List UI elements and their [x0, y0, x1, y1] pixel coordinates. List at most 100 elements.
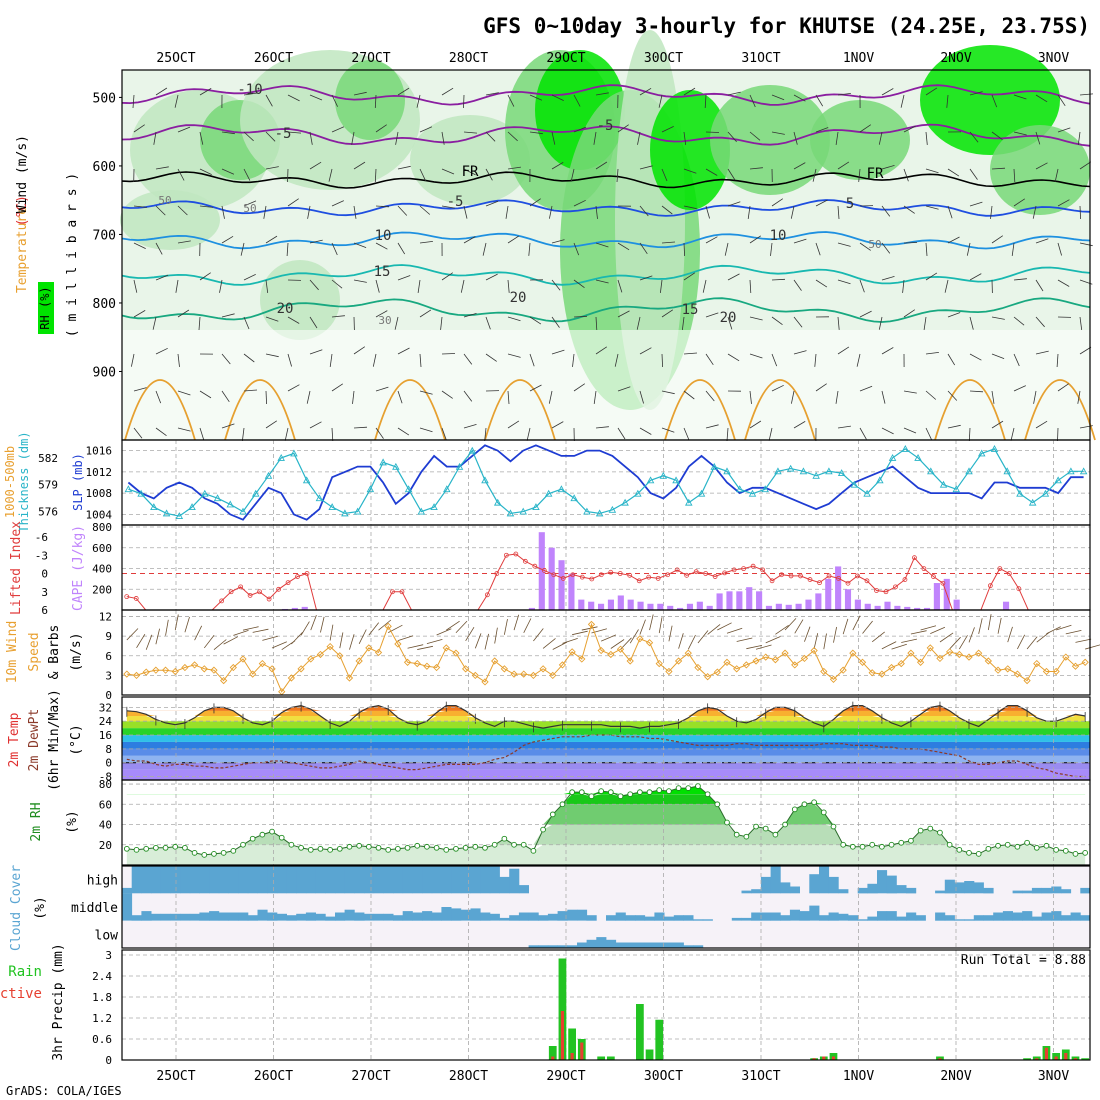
cloud-unit-label: (%) [33, 896, 48, 919]
cloud-cover-bar-high [383, 866, 394, 894]
wind-speed-point [161, 666, 170, 674]
rh2m-point [791, 806, 798, 813]
upper-wind-barb [1013, 316, 1025, 326]
cape-bar [617, 595, 624, 610]
upper-wind-barb [923, 316, 927, 330]
upper-wind-barb [573, 242, 580, 256]
footer-credit: GrADS: COLA/IGES [6, 1084, 122, 1098]
upper-wind-barb [837, 316, 840, 330]
upper-wind-barb [263, 205, 267, 219]
isotherm-label: -5 [275, 126, 292, 142]
upper-wind-barb [617, 386, 631, 392]
upper-wind-barb [968, 427, 971, 442]
cape-bar [736, 591, 743, 610]
upper-wind-barb [859, 242, 871, 251]
cloud-cover-bar-high [315, 866, 326, 894]
isotherm-warm-contour [124, 379, 196, 441]
cloud-cover-bar-middle [422, 911, 433, 921]
upper-wind-barb [133, 124, 145, 133]
temp-tick-label: 24 [99, 715, 113, 728]
cloud-cover-bar-middle [731, 917, 742, 921]
cape-bar [538, 532, 545, 610]
lifted-index-point [674, 567, 680, 573]
wind-speed-point [916, 658, 925, 666]
rh2m-point [385, 846, 392, 853]
surface-wind-barb [1046, 626, 1061, 635]
upper-wind-barb [1035, 131, 1041, 145]
rh2m-point [501, 835, 508, 842]
upper-wind-barb [243, 168, 251, 181]
cloud-cover-bar-low [567, 945, 578, 948]
lifted-index-point [912, 555, 917, 561]
cloud-cover-bar-middle [509, 915, 520, 921]
upper-wind-barb [925, 168, 939, 174]
surface-wind-barb [794, 619, 804, 634]
upper-wind-barb [947, 236, 960, 244]
wind-speed-point [781, 649, 789, 657]
lifted-index-point [532, 563, 538, 569]
upper-wind-barb [419, 309, 432, 318]
dewpoint-line [126, 734, 1086, 778]
cloud-cover-bar-high [373, 866, 384, 894]
lifted-index-point [219, 598, 225, 604]
surface-wind-barb [291, 632, 303, 645]
upper-wind-barb [683, 205, 697, 210]
surface-wind-barb [552, 641, 568, 650]
run-total-label: Run Total = 8.88 [961, 953, 1086, 968]
surface-wind-barb [697, 630, 709, 644]
upper-wind-barb [793, 279, 802, 291]
precip-total-legend: Total / Rain [0, 964, 42, 980]
temperature-warm-band [126, 710, 1086, 717]
lifted-index-point [503, 552, 509, 558]
bottom-date-tick: 1NOV [843, 1069, 874, 1084]
upper-wind-barb [573, 199, 586, 207]
wind-speed-point [558, 661, 567, 669]
lifted-index-point [855, 573, 860, 579]
cloud-cover-bar-middle [983, 915, 994, 921]
cape-bar [637, 601, 644, 610]
cloud-cover-bar-middle [702, 919, 713, 921]
surface-wind-barb [572, 630, 588, 636]
upper-wind-barb [881, 390, 886, 404]
upper-wind-barb [593, 390, 597, 404]
rh2m-point [695, 783, 701, 789]
upper-wind-barb [1057, 427, 1059, 442]
precip-convective-bar [938, 1058, 942, 1060]
cloud-cover-bar-high [412, 866, 423, 894]
wind-speed-point [1052, 667, 1060, 676]
rh2m-point [627, 791, 634, 798]
wind-speed-point [616, 645, 625, 653]
upper-wind-barb [484, 427, 487, 441]
cloud-cover-bar-high [809, 874, 820, 894]
cloud-cover-bar-middle [760, 912, 771, 921]
isotherm-label: 5 [846, 196, 854, 212]
wind-speed-point [936, 654, 944, 663]
cape-bar [558, 560, 565, 610]
upper-wind-barb [683, 131, 687, 145]
wind-speed-point [1004, 665, 1012, 673]
rh-legend-swatch [38, 282, 54, 334]
upper-wind-barb [637, 131, 641, 145]
upper-wind-barb [749, 131, 761, 141]
upper-wind-barb [243, 131, 254, 142]
upper-wind-barb [265, 235, 278, 244]
precip-convective-bar [570, 1053, 574, 1060]
isotherm-label: -5 [597, 118, 614, 134]
upper-wind-barb [705, 312, 719, 318]
upper-wind-barb [463, 313, 477, 318]
surface-wind-barb [300, 621, 310, 636]
wind-speed-point [481, 678, 489, 686]
upper-wind-barb [375, 124, 387, 133]
rh2m-point [346, 843, 353, 850]
upper-wind-barb [771, 94, 785, 101]
cloud-cover-bar-middle [770, 912, 781, 921]
upper-wind-barb [661, 241, 676, 244]
wind-speed-point [684, 649, 692, 657]
upper-wind-barb [947, 424, 961, 429]
cloud-cover-bar-high [170, 866, 181, 894]
lifted-index-point [921, 566, 927, 572]
upper-wind-barb [990, 205, 993, 219]
surface-wind-barb [388, 624, 403, 633]
surface-wind-barb [833, 626, 837, 643]
isotherm-label: 15 [374, 264, 391, 280]
